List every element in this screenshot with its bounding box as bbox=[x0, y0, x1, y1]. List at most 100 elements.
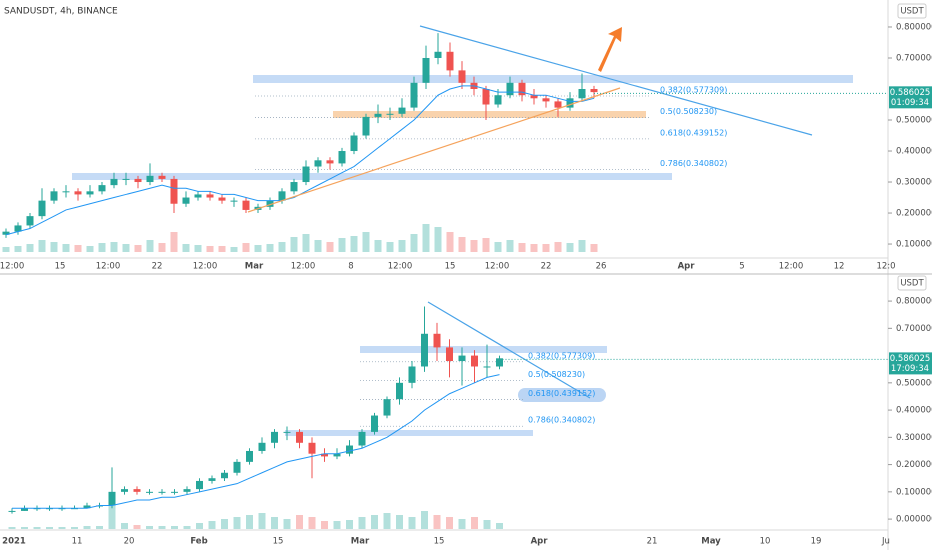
fib-label: 0.5(0.508230) bbox=[528, 370, 585, 379]
candle-body bbox=[314, 160, 322, 167]
candle-body bbox=[221, 472, 228, 479]
volume-bar bbox=[271, 517, 278, 529]
currency-box bbox=[897, 3, 927, 19]
candle-body bbox=[74, 191, 82, 195]
volume-bar bbox=[26, 244, 34, 252]
x-tick-label: Apr bbox=[531, 537, 549, 547]
x-tick-label: 15 bbox=[434, 537, 445, 547]
fib-label: 0.618(0.439152) bbox=[528, 389, 595, 398]
volume-bar bbox=[194, 245, 202, 252]
volume-bar bbox=[446, 517, 453, 529]
volume-bar bbox=[326, 242, 334, 252]
candle-body bbox=[266, 200, 274, 207]
volume-bar bbox=[196, 523, 203, 529]
candle-body bbox=[183, 489, 191, 492]
candle-body bbox=[386, 113, 394, 115]
volume-bar bbox=[542, 244, 550, 252]
arrow-up bbox=[598, 27, 622, 72]
x-tick-label: 12:00 bbox=[96, 262, 121, 272]
candle-body bbox=[326, 160, 334, 164]
volume-bar bbox=[314, 240, 322, 252]
candle-body bbox=[333, 453, 341, 457]
candle-body bbox=[296, 431, 303, 443]
candle-body bbox=[566, 98, 574, 108]
currency: USDT bbox=[900, 279, 924, 289]
x-tick-label: 5 bbox=[739, 262, 744, 272]
candle-body bbox=[21, 508, 28, 511]
x-tick-label: 12:00 bbox=[485, 262, 510, 272]
volume-bar bbox=[254, 245, 262, 252]
fib-label: 0.5(0.508230) bbox=[660, 107, 717, 116]
candle-body bbox=[433, 333, 441, 348]
candle-body bbox=[518, 82, 526, 96]
candle-body bbox=[283, 431, 291, 433]
volume-bar bbox=[374, 240, 382, 252]
support-zone bbox=[333, 111, 646, 118]
candle-body bbox=[108, 491, 116, 506]
trend-line bbox=[427, 301, 591, 399]
volume-bar bbox=[171, 526, 178, 529]
x-tick-label: 26 bbox=[596, 262, 607, 272]
x-tick-label: 12:00 bbox=[388, 262, 413, 272]
volume-bar bbox=[410, 234, 418, 252]
volume-bar bbox=[383, 513, 391, 529]
volume-bar bbox=[121, 523, 128, 529]
candle-body bbox=[86, 191, 94, 195]
volume-bar bbox=[96, 526, 103, 529]
x-tick-label: Apr bbox=[678, 262, 696, 272]
volume-bar bbox=[58, 527, 66, 529]
x-tick-label: 15 bbox=[55, 262, 66, 272]
candle-body bbox=[83, 505, 91, 509]
volume-bar bbox=[333, 521, 341, 529]
volume-bar bbox=[386, 242, 394, 252]
candle-body bbox=[218, 197, 226, 201]
volume-bar bbox=[494, 242, 502, 252]
candle-body bbox=[158, 175, 166, 179]
candle-body bbox=[338, 151, 346, 164]
candle-body bbox=[542, 98, 550, 102]
candle-body bbox=[410, 82, 418, 108]
volume-bar bbox=[458, 519, 466, 529]
candle-body bbox=[302, 166, 310, 183]
volume-bar bbox=[50, 242, 58, 252]
volume-bar bbox=[346, 520, 353, 529]
volume-bar bbox=[578, 240, 586, 252]
volume-bar bbox=[371, 515, 378, 529]
resistance-zone bbox=[253, 75, 853, 83]
candle-body bbox=[396, 382, 403, 400]
volume-bar bbox=[33, 527, 41, 529]
volume-bar bbox=[554, 242, 562, 252]
candle-body bbox=[422, 57, 430, 83]
resistance-zone bbox=[360, 346, 607, 353]
candle-body bbox=[121, 489, 128, 492]
x-tick-label: Mar bbox=[245, 262, 264, 272]
candle-body bbox=[494, 95, 502, 105]
volume-bar bbox=[258, 513, 266, 529]
candle-body bbox=[446, 51, 454, 71]
x-tick-label: 2021 bbox=[2, 537, 26, 547]
volume-bar bbox=[362, 232, 370, 252]
candle-body bbox=[246, 450, 253, 462]
candle-body bbox=[62, 191, 70, 193]
fib-label: 0.382(0.577309) bbox=[660, 86, 727, 95]
volume-bar bbox=[46, 527, 53, 529]
candle-body bbox=[170, 178, 178, 204]
volume-bar bbox=[470, 240, 478, 252]
x-tick-label: May bbox=[701, 537, 721, 547]
volume-bar bbox=[14, 246, 22, 252]
volume-bar bbox=[21, 527, 28, 529]
x-tick-label: Feb bbox=[190, 537, 207, 547]
x-tick-label: 15 bbox=[445, 262, 456, 272]
volume-bar bbox=[518, 243, 526, 252]
candle-body bbox=[590, 88, 598, 93]
volume-bar bbox=[422, 224, 430, 252]
currency-box bbox=[897, 275, 927, 291]
candle-body bbox=[458, 355, 466, 362]
trend-line bbox=[247, 87, 621, 213]
x-tick-label: 8 bbox=[348, 262, 353, 272]
